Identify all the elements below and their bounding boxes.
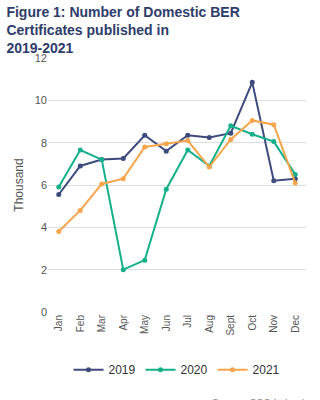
svg-text:Figure 1: Number of Domestic B: Figure 1: Number of Domestic BERCertific… (6, 4, 239, 56)
svg-text:Jun: Jun (161, 315, 172, 331)
svg-text:Mar: Mar (96, 314, 107, 332)
svg-text:Jan: Jan (53, 315, 64, 331)
svg-text:8: 8 (41, 137, 47, 149)
svg-text:Jul: Jul (182, 315, 193, 328)
svg-text:Dec: Dec (290, 315, 301, 333)
svg-text:2021: 2021 (253, 363, 280, 377)
svg-text:Source: CSO Ireland: Source: CSO Ireland (212, 398, 304, 400)
svg-text:Sept: Sept (225, 315, 236, 336)
svg-text:2019: 2019 (109, 363, 136, 377)
svg-text:6: 6 (41, 179, 47, 191)
svg-text:May: May (139, 315, 150, 334)
svg-text:2: 2 (41, 264, 47, 276)
svg-text:12: 12 (35, 52, 47, 64)
svg-text:10: 10 (35, 94, 47, 106)
svg-text:2020: 2020 (181, 363, 208, 377)
svg-text:Apr: Apr (118, 314, 129, 330)
svg-text:Nov: Nov (268, 315, 279, 333)
svg-text:0: 0 (41, 306, 47, 318)
svg-text:Thousand: Thousand (12, 158, 26, 211)
svg-text:Oct: Oct (247, 315, 258, 331)
svg-text:Aug: Aug (204, 315, 215, 333)
svg-text:4: 4 (41, 221, 47, 233)
svg-text:Feb: Feb (75, 315, 86, 333)
